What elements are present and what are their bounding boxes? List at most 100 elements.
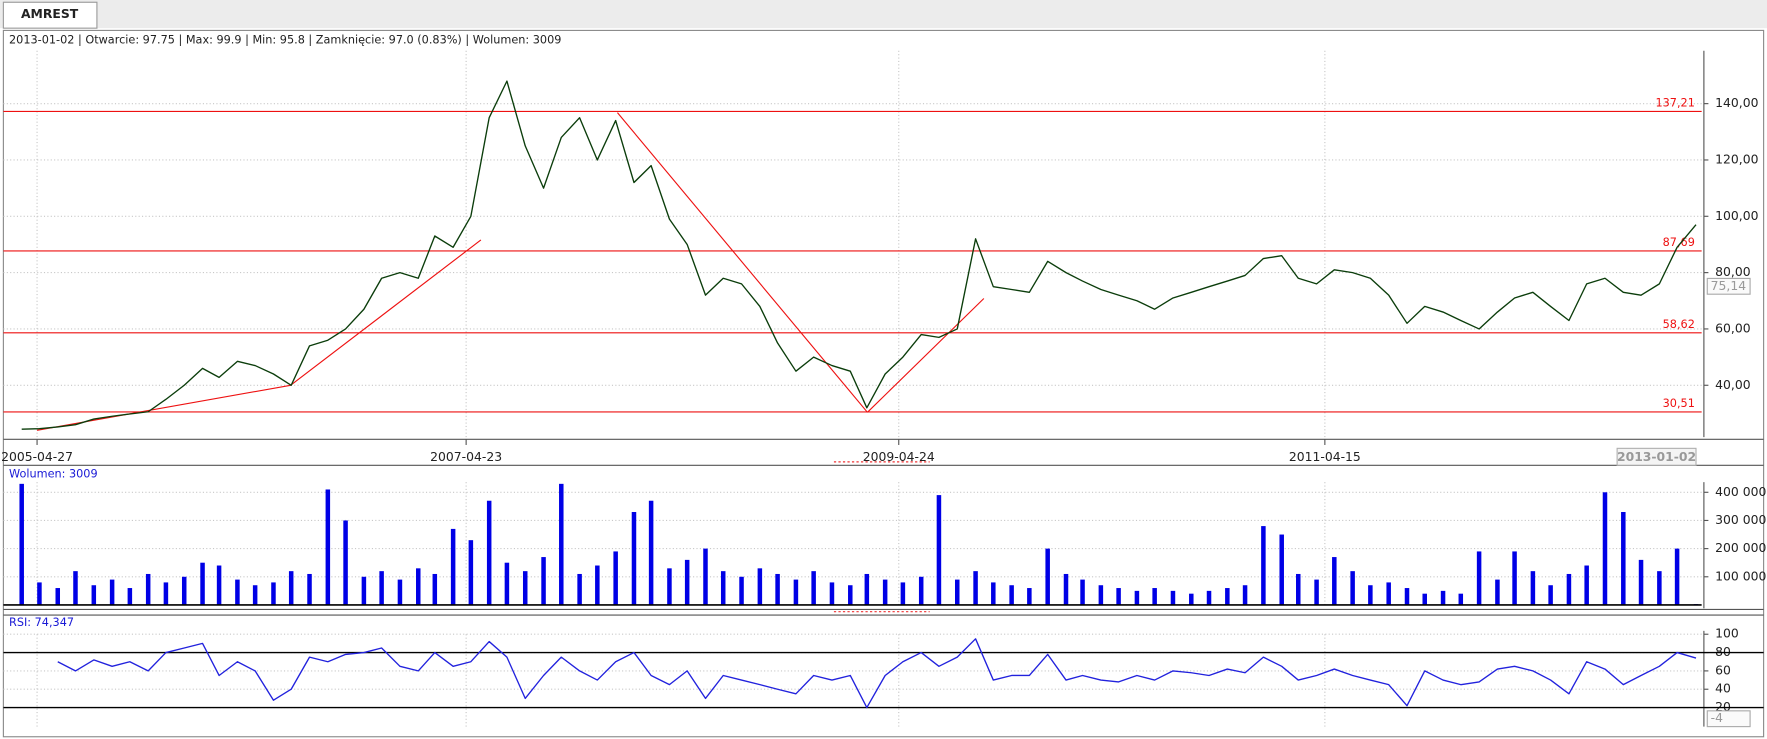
volume-bar bbox=[1279, 534, 1284, 605]
volume-bar bbox=[1548, 585, 1553, 605]
tab-bar bbox=[0, 0, 1767, 29]
volume-bar bbox=[1566, 573, 1572, 605]
volume-bar bbox=[1261, 526, 1266, 605]
level-label: 137,21 bbox=[1655, 97, 1694, 110]
volume-bar bbox=[1621, 512, 1626, 605]
series-line bbox=[21, 80, 1697, 430]
volume-bar bbox=[848, 585, 853, 605]
volume-bar bbox=[991, 582, 996, 605]
volume-bar bbox=[559, 483, 564, 605]
volume-bar bbox=[1170, 590, 1176, 605]
volume-bar bbox=[145, 573, 151, 605]
volume-bar bbox=[1314, 579, 1319, 605]
volume-bar bbox=[1386, 582, 1391, 605]
volume-bar bbox=[1350, 571, 1355, 605]
cursor-box bbox=[1706, 710, 1751, 728]
volume-bar bbox=[1296, 573, 1301, 605]
volume-bar bbox=[1189, 593, 1194, 605]
y-tick-label: 100 000 bbox=[1715, 568, 1766, 583]
volume-bar bbox=[361, 576, 367, 605]
trend-line bbox=[867, 298, 985, 413]
volume-bar bbox=[1098, 585, 1104, 605]
volume-bar bbox=[288, 571, 294, 605]
volume-bar bbox=[864, 573, 870, 605]
volume-bar bbox=[235, 579, 240, 605]
volume-bar bbox=[793, 579, 799, 605]
volume-bar bbox=[631, 512, 637, 605]
y-tick-label: 60 bbox=[1715, 662, 1731, 677]
volume-bar bbox=[775, 573, 780, 605]
x-tick-label: 2011-04-15 bbox=[1289, 449, 1361, 464]
volume-bar bbox=[1242, 585, 1248, 605]
volume-bar bbox=[739, 576, 744, 605]
y-tick-label: 140,00 bbox=[1715, 95, 1758, 110]
volume-bar bbox=[252, 585, 258, 605]
volume-bar bbox=[37, 582, 42, 605]
volume-bar bbox=[1674, 548, 1680, 605]
volume-bar bbox=[73, 571, 78, 605]
volume-bar bbox=[1027, 588, 1032, 605]
y-tick-label: 40 bbox=[1715, 681, 1731, 696]
volume-bar bbox=[1495, 579, 1500, 605]
volume-bar bbox=[163, 582, 169, 605]
volume-bar bbox=[720, 571, 726, 605]
volume-bar bbox=[1063, 573, 1069, 605]
volume-bar bbox=[811, 571, 816, 605]
y-tick-label: 80 bbox=[1715, 644, 1731, 659]
volume-bar bbox=[1116, 588, 1121, 605]
volume-bar bbox=[416, 568, 421, 605]
volume-bar bbox=[127, 588, 133, 605]
tab[interactable] bbox=[2, 1, 98, 29]
volume-bar bbox=[1584, 565, 1589, 605]
tab-label[interactable]: AMREST bbox=[21, 6, 79, 21]
current-date-box bbox=[1616, 447, 1697, 466]
y-tick-label: 80,00 bbox=[1715, 264, 1751, 279]
x-tick-label: 2009-04-24 bbox=[863, 449, 935, 464]
y-tick-label: 120,00 bbox=[1715, 151, 1758, 166]
volume-bar bbox=[829, 582, 835, 605]
volume-bar bbox=[1476, 551, 1482, 605]
y-tick-label: 100,00 bbox=[1715, 208, 1758, 223]
volume-bar bbox=[973, 571, 978, 605]
trend-line bbox=[290, 239, 482, 386]
volume-bar bbox=[200, 562, 205, 605]
volume-bar bbox=[648, 500, 654, 605]
y-tick-label: 60,00 bbox=[1715, 320, 1751, 335]
rsi-label: RSI: 74,347 bbox=[9, 616, 74, 629]
volume-bar bbox=[307, 573, 312, 605]
volume-bar bbox=[1512, 551, 1517, 605]
volume-bar bbox=[19, 483, 24, 605]
chart-frame bbox=[2, 29, 1765, 738]
volume-bar bbox=[1440, 590, 1446, 605]
level-label: 30,51 bbox=[1663, 397, 1695, 410]
volume-bar bbox=[1422, 593, 1427, 605]
volume-bar bbox=[882, 579, 888, 605]
cursor-label: -4 bbox=[1711, 710, 1723, 725]
volume-bar bbox=[379, 571, 384, 605]
volume-bar bbox=[1134, 590, 1140, 605]
volume-bar bbox=[936, 495, 942, 605]
volume-bar bbox=[1080, 579, 1085, 605]
volume-bar bbox=[757, 568, 763, 605]
volume-bar bbox=[703, 548, 708, 605]
current-date-label: 2013-01-02 bbox=[1617, 449, 1696, 464]
volume-bar bbox=[271, 582, 276, 605]
y-tick-label: 200 000 bbox=[1715, 540, 1766, 555]
volume-bar bbox=[55, 588, 61, 605]
volume-bar bbox=[595, 565, 600, 605]
volume-bar bbox=[1530, 571, 1536, 605]
x-tick-label: 2005-04-27 bbox=[1, 449, 73, 464]
volume-bar bbox=[1458, 593, 1464, 605]
volume-bar bbox=[181, 576, 187, 605]
y-tick-label: 40,00 bbox=[1715, 377, 1751, 392]
level-label: 87,69 bbox=[1663, 236, 1695, 249]
volume-bar bbox=[1602, 492, 1608, 605]
volume-bar bbox=[397, 579, 403, 605]
series-line bbox=[57, 638, 1697, 709]
volume-bar bbox=[468, 540, 474, 605]
volume-bar bbox=[918, 576, 924, 605]
volume-bar bbox=[1225, 588, 1230, 605]
volume-label: Wolumen: 3009 bbox=[9, 467, 98, 480]
level-label: 58,62 bbox=[1663, 318, 1695, 331]
